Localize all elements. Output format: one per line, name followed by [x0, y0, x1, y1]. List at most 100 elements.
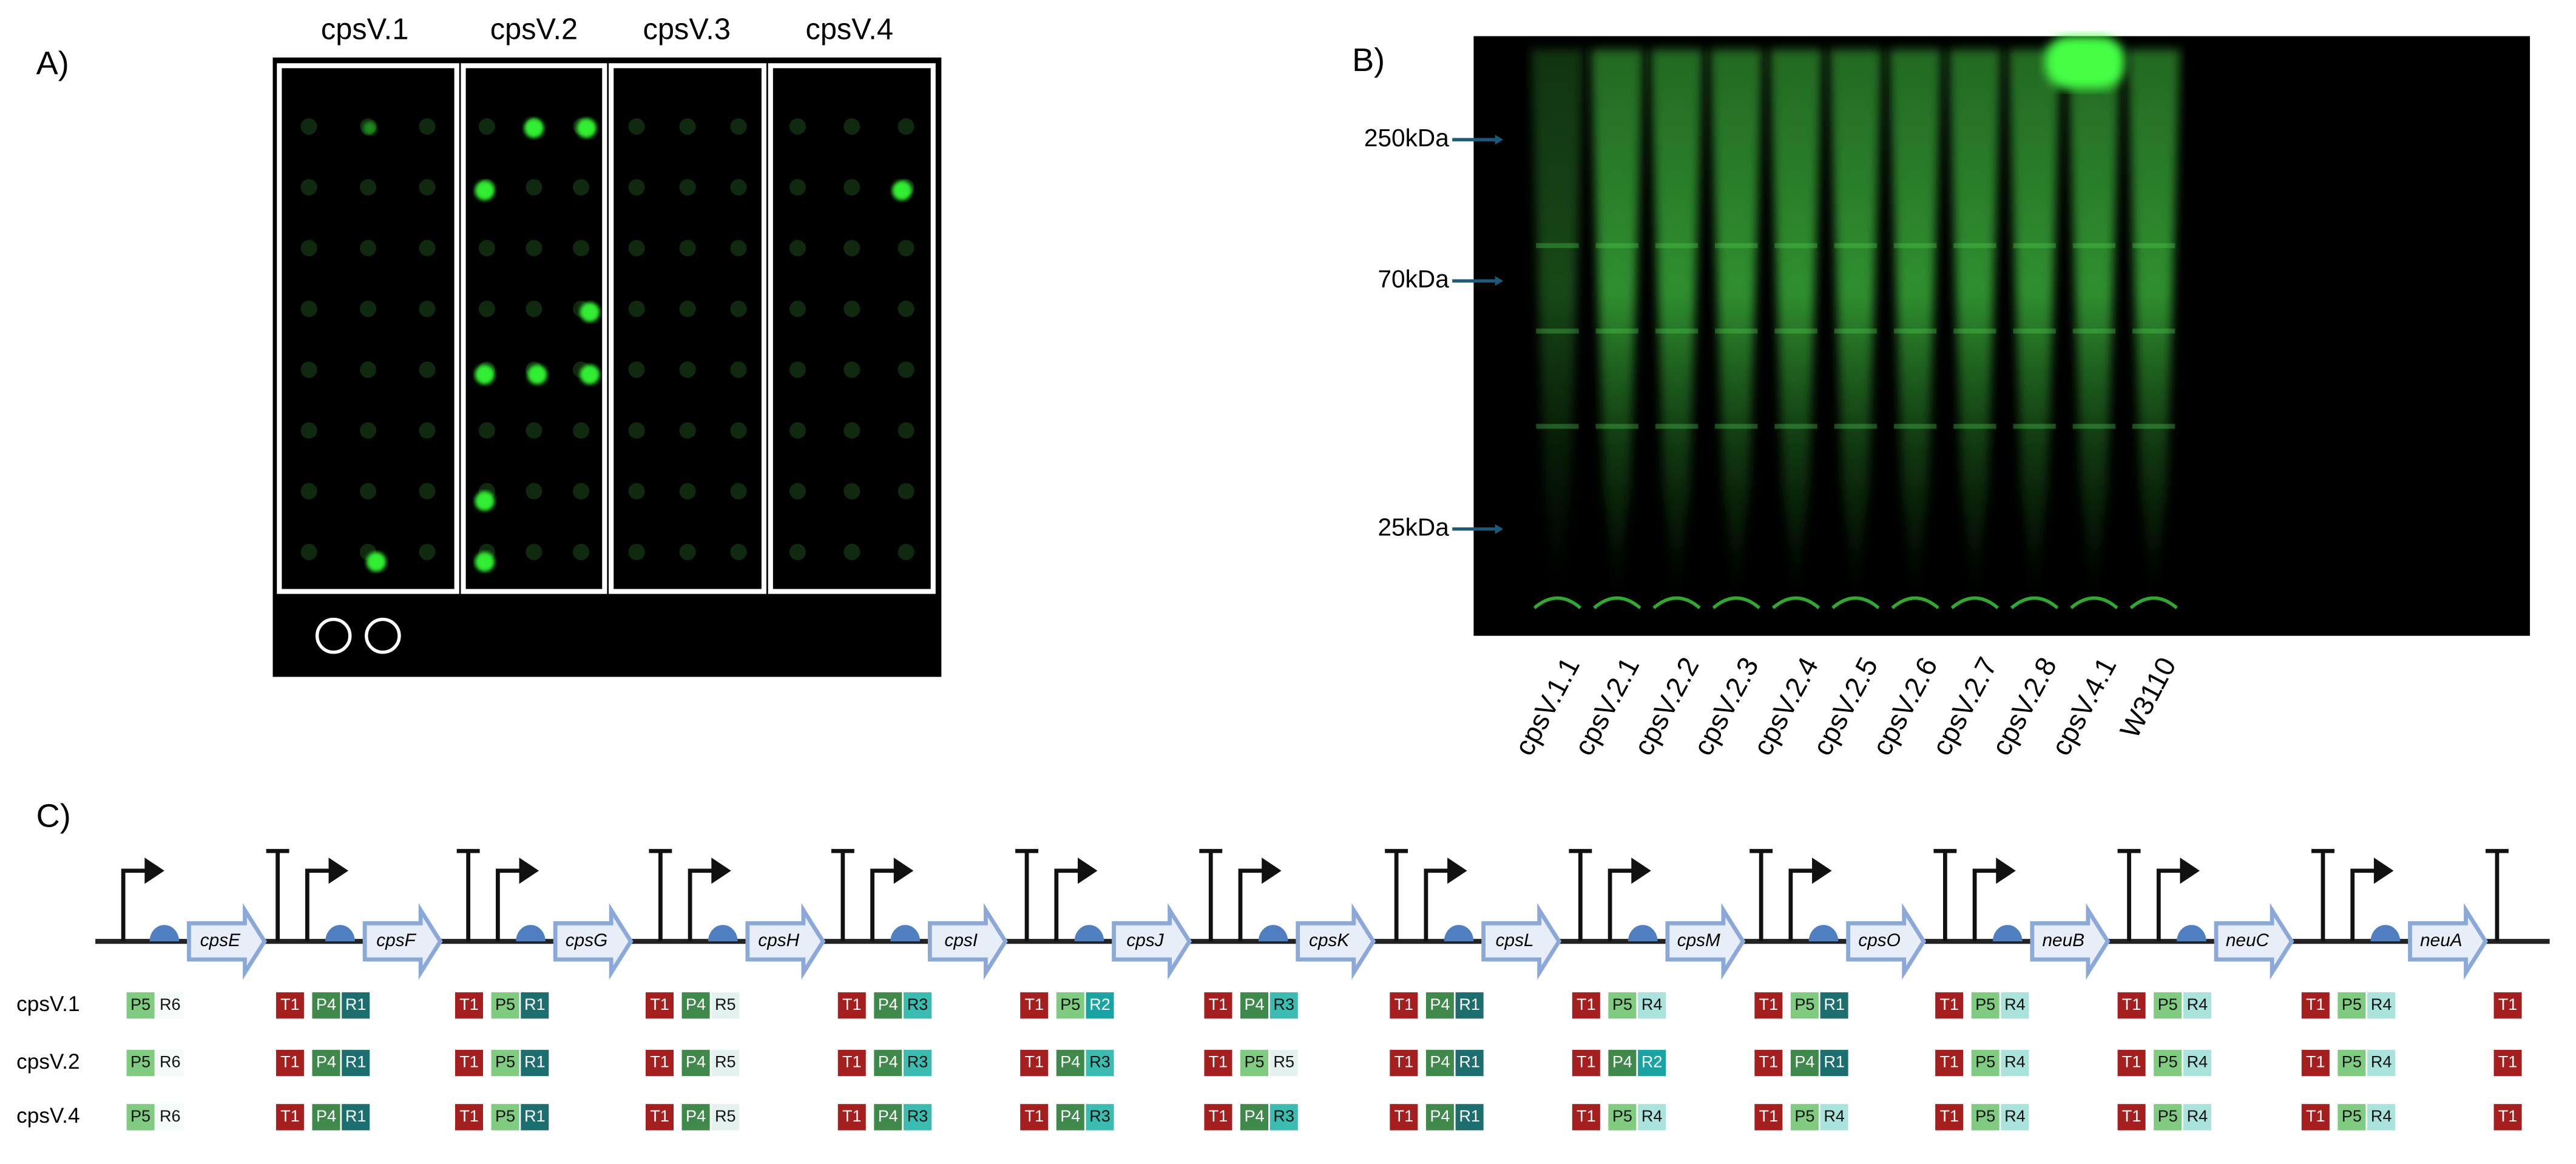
part-label: R1 [1459, 1106, 1480, 1125]
band [1893, 424, 1937, 429]
part-box [1204, 992, 1232, 1019]
terminator [456, 848, 480, 942]
part-box [2367, 1049, 2396, 1077]
gene-arrow [745, 903, 826, 980]
gene: neuB [2030, 903, 2111, 980]
band [1536, 328, 1579, 334]
part-label: T1 [1209, 995, 1228, 1013]
spot [898, 118, 914, 135]
spot [526, 482, 543, 499]
part-label: T1 [1577, 1106, 1596, 1125]
part-label: P5 [495, 1106, 515, 1125]
spot [526, 240, 543, 257]
part-box [1572, 1104, 1600, 1131]
part-label: R1 [1824, 995, 1845, 1013]
part-label: R5 [715, 1052, 736, 1071]
part-box [646, 1049, 674, 1077]
part-label: T1 [1024, 1052, 1044, 1071]
promoter [688, 868, 714, 942]
part-label: T1 [459, 995, 479, 1013]
part-label: R5 [715, 995, 736, 1013]
part-label: R4 [2371, 1106, 2392, 1125]
part-box [1790, 1104, 1819, 1131]
part-box [874, 1104, 902, 1131]
spot [679, 482, 696, 499]
part-label: R6 [160, 1106, 181, 1125]
spot [526, 422, 543, 439]
control-ring [365, 617, 401, 654]
band [2132, 328, 2175, 334]
spot [789, 300, 806, 317]
spot [478, 300, 495, 317]
column-header: cpsV.3 [643, 13, 730, 46]
spot [628, 361, 645, 378]
control-ring [315, 617, 352, 654]
part-box [1754, 1104, 1783, 1131]
bright-spot [524, 118, 544, 138]
band [2072, 424, 2116, 429]
bright-spot [366, 552, 387, 572]
terminator [1015, 848, 1039, 942]
part-box [1790, 1049, 1819, 1077]
bright-spot [475, 180, 495, 201]
spot [628, 240, 645, 257]
lane-front [2010, 596, 2059, 609]
spot [898, 240, 914, 257]
gene-label: cpsJ [1126, 930, 1164, 950]
marker-arrowhead [1495, 276, 1504, 286]
part-label: R1 [524, 995, 546, 1013]
spot [572, 179, 590, 196]
promoter [305, 868, 331, 942]
part-label: P4 [1430, 1106, 1450, 1125]
band [2132, 424, 2175, 429]
part-box [455, 992, 484, 1019]
spot [478, 118, 495, 135]
part-label: T1 [1209, 1106, 1228, 1125]
part-label: T1 [1577, 995, 1596, 1013]
lane-smear [1709, 49, 1763, 592]
lane-front [2070, 596, 2118, 609]
part-label: P5 [130, 1052, 150, 1071]
gene-label: neuB [2042, 930, 2084, 950]
part-box [2183, 1049, 2211, 1077]
part-label: R6 [160, 1052, 181, 1071]
part-box [1608, 1049, 1637, 1077]
bright-spot [475, 491, 495, 511]
part-box [2001, 1104, 2029, 1131]
part-box [455, 1049, 484, 1077]
spot [300, 118, 317, 135]
band [2013, 328, 2056, 334]
band [1893, 328, 1937, 334]
lane-front [1831, 596, 1880, 609]
part-label: R4 [2187, 995, 2208, 1013]
part-label: T1 [650, 995, 669, 1013]
promoter [1788, 868, 1814, 942]
part-label: T1 [280, 995, 300, 1013]
part-label: T1 [280, 1052, 300, 1071]
rbs [516, 925, 546, 942]
part-box [1086, 1049, 1114, 1077]
band [1595, 424, 1638, 429]
array-box [461, 63, 607, 594]
part-box [2154, 1049, 2182, 1077]
part-label: R4 [2004, 995, 2026, 1013]
part-box [156, 1104, 184, 1131]
part-label: T1 [1394, 1106, 1414, 1125]
part-box [1269, 992, 1298, 1019]
lane-front [1712, 596, 1760, 609]
marker-arrowhead [1495, 524, 1504, 534]
part-box [1425, 1104, 1454, 1131]
bright-spot [527, 364, 547, 385]
gene: cpsE [187, 903, 267, 980]
band [2072, 328, 2116, 334]
promoter [1424, 868, 1449, 942]
band [1715, 243, 1758, 248]
lane-front [1771, 596, 1820, 609]
gel [1473, 36, 2530, 636]
band [1953, 243, 1996, 248]
part-label: P4 [1612, 1052, 1632, 1071]
part-box [837, 1049, 866, 1077]
part-label: T1 [650, 1052, 669, 1071]
terminator [2485, 848, 2509, 942]
